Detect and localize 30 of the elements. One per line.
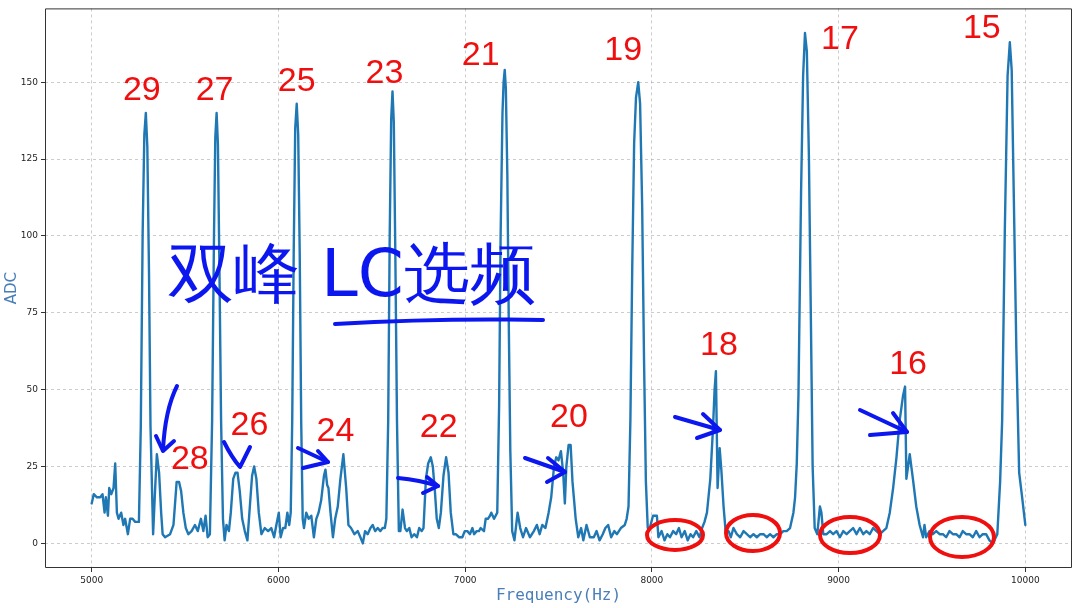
y-axis-title: ADC [1,272,20,305]
x-tick-label: 7000 [453,574,477,585]
annotation: 20 [550,395,588,434]
annotation: 25 [277,60,316,99]
annotation: 27 [195,69,234,108]
y-tick-label: 150 [20,76,39,87]
annotation: 28 [170,437,209,476]
annotation: 21 [461,34,500,73]
x-tick-label: 6000 [266,574,291,585]
annotation: 29 [122,69,161,108]
annotation: 22 [419,405,458,444]
x-axis-title: Frequency(Hz) [495,584,622,604]
y-tick-label: 75 [26,307,38,318]
annotation: 16 [889,342,927,381]
y-tick-label: 25 [26,460,38,471]
y-tick-label: 0 [32,537,39,548]
x-tick-label: 9000 [827,574,851,585]
annotation: 26 [230,404,269,443]
x-tick-label: 8000 [640,574,664,585]
y-tick-label: 50 [26,384,39,395]
annotation: 24 [316,409,355,448]
annotation: 17 [821,18,859,57]
y-tick-label: 100 [20,230,39,241]
annotation: 15 [962,6,1001,45]
annotation: 19 [604,28,643,67]
annotation: 23 [365,51,404,90]
annotation: 18 [700,323,738,362]
x-tick-label: 10000 [1011,574,1040,585]
x-tick-label: 5000 [80,574,104,585]
y-tick-label: 125 [20,153,38,164]
